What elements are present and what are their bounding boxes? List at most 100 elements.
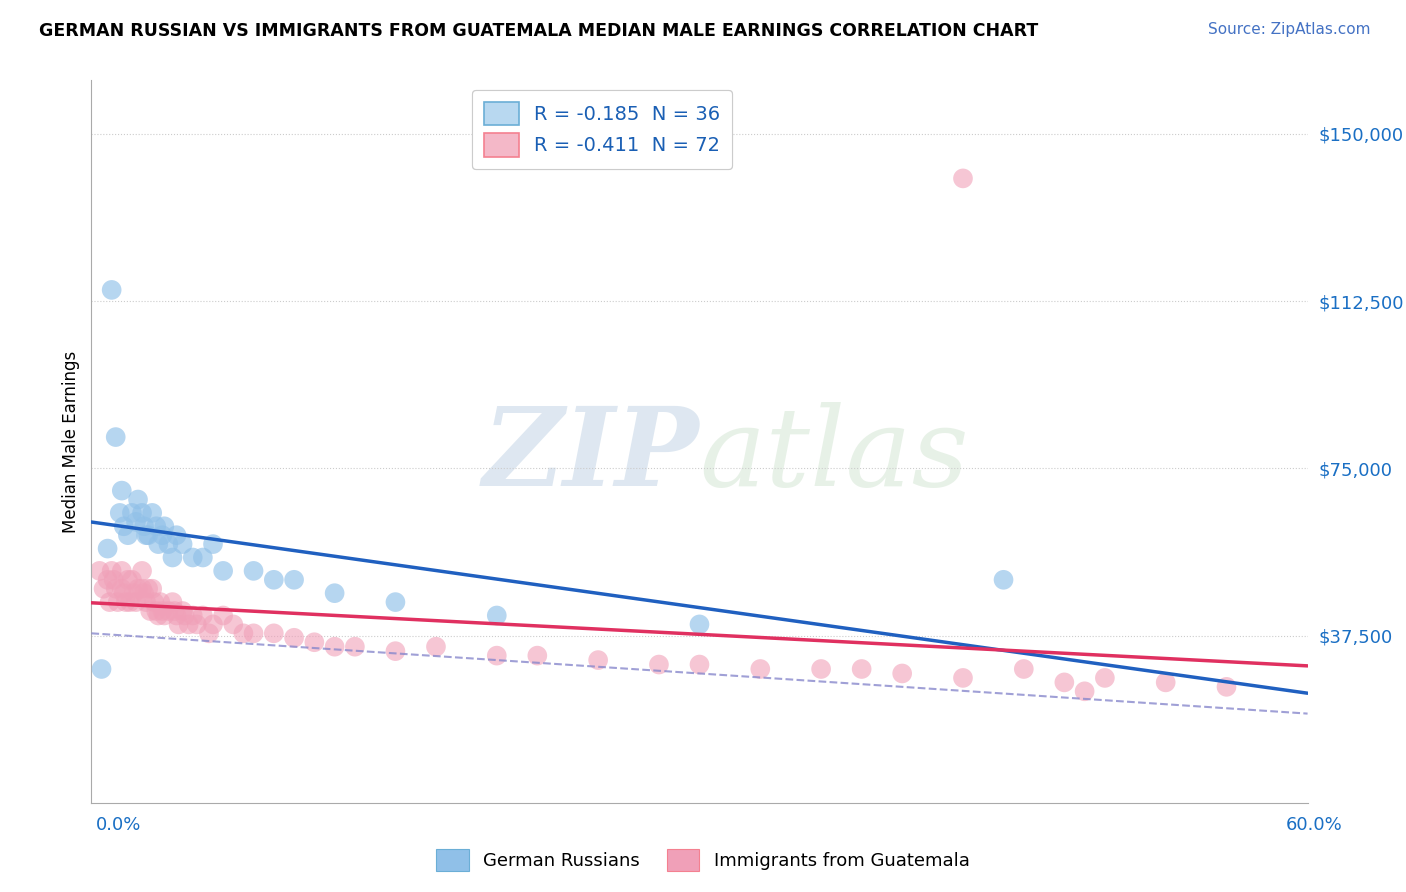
Point xyxy=(186,617,208,632)
Point xyxy=(132,519,155,533)
Point xyxy=(89,564,111,578)
Text: GERMAN RUSSIAN VS IMMIGRANTS FROM GUATEMALA MEDIAN MALE EARNINGS CORRELATION CHA: GERMAN RUSSIAN VS IMMIGRANTS FROM GUATEM… xyxy=(39,22,1039,40)
Point xyxy=(283,631,305,645)
Point xyxy=(163,604,186,618)
Point xyxy=(132,586,155,600)
Point xyxy=(242,564,264,578)
Point xyxy=(108,506,131,520)
Point xyxy=(586,653,609,667)
Point xyxy=(198,626,221,640)
Point xyxy=(851,662,873,676)
Point xyxy=(1012,662,1035,676)
Text: Source: ZipAtlas.com: Source: ZipAtlas.com xyxy=(1208,22,1371,37)
Text: 0.0%: 0.0% xyxy=(96,816,141,834)
Point xyxy=(131,506,153,520)
Text: ZIP: ZIP xyxy=(482,402,699,509)
Point xyxy=(323,640,346,654)
Point xyxy=(135,595,157,609)
Point xyxy=(202,617,225,632)
Point xyxy=(283,573,305,587)
Y-axis label: Median Male Earnings: Median Male Earnings xyxy=(62,351,80,533)
Point xyxy=(136,582,159,596)
Point xyxy=(135,528,157,542)
Point xyxy=(167,617,190,632)
Point xyxy=(121,506,143,520)
Point xyxy=(1154,675,1177,690)
Point xyxy=(100,283,122,297)
Point xyxy=(98,595,121,609)
Point xyxy=(141,506,163,520)
Point xyxy=(100,564,122,578)
Point xyxy=(323,586,346,600)
Point xyxy=(153,519,176,533)
Point xyxy=(172,604,194,618)
Point xyxy=(384,595,406,609)
Point xyxy=(111,564,134,578)
Point xyxy=(127,582,149,596)
Point xyxy=(162,595,184,609)
Point xyxy=(118,595,141,609)
Point xyxy=(115,595,138,609)
Legend: German Russians, Immigrants from Guatemala: German Russians, Immigrants from Guatema… xyxy=(429,842,977,879)
Point xyxy=(131,582,153,596)
Point xyxy=(1094,671,1116,685)
Point xyxy=(93,582,115,596)
Point xyxy=(162,550,184,565)
Point xyxy=(150,528,173,542)
Legend: R = -0.185  N = 36, R = -0.411  N = 72: R = -0.185 N = 36, R = -0.411 N = 72 xyxy=(472,90,733,169)
Point xyxy=(191,550,214,565)
Point xyxy=(749,662,772,676)
Point xyxy=(952,671,974,685)
Point xyxy=(112,519,135,533)
Point xyxy=(212,564,235,578)
Point xyxy=(153,608,176,623)
Point xyxy=(112,586,135,600)
Point xyxy=(139,604,162,618)
Point xyxy=(122,586,145,600)
Point xyxy=(485,608,508,623)
Point xyxy=(384,644,406,658)
Point xyxy=(149,595,172,609)
Point xyxy=(181,608,204,623)
Point xyxy=(143,595,166,609)
Point xyxy=(148,608,170,623)
Point xyxy=(263,573,285,587)
Point xyxy=(810,662,832,676)
Point xyxy=(166,528,188,542)
Point xyxy=(688,617,710,632)
Point xyxy=(104,430,127,444)
Point xyxy=(104,582,127,596)
Point xyxy=(97,541,120,556)
Point xyxy=(121,573,143,587)
Point xyxy=(141,582,163,596)
Point xyxy=(232,626,254,640)
Point xyxy=(111,582,134,596)
Point xyxy=(1215,680,1237,694)
Point xyxy=(103,573,125,587)
Point xyxy=(181,550,204,565)
Point xyxy=(177,617,200,632)
Point xyxy=(125,515,148,529)
Point xyxy=(145,519,167,533)
Text: atlas: atlas xyxy=(699,402,969,509)
Point xyxy=(648,657,671,672)
Point xyxy=(343,640,366,654)
Point xyxy=(952,171,974,186)
Point xyxy=(136,528,159,542)
Point xyxy=(111,483,134,498)
Point xyxy=(125,595,148,609)
Point xyxy=(993,573,1015,587)
Point xyxy=(172,537,194,551)
Point xyxy=(157,537,180,551)
Point xyxy=(891,666,914,681)
Point xyxy=(304,635,326,649)
Point xyxy=(117,528,139,542)
Point xyxy=(202,537,225,551)
Point xyxy=(191,608,214,623)
Point xyxy=(173,608,195,623)
Point xyxy=(166,608,188,623)
Point xyxy=(90,662,112,676)
Point xyxy=(131,564,153,578)
Text: 60.0%: 60.0% xyxy=(1286,816,1343,834)
Point xyxy=(148,537,170,551)
